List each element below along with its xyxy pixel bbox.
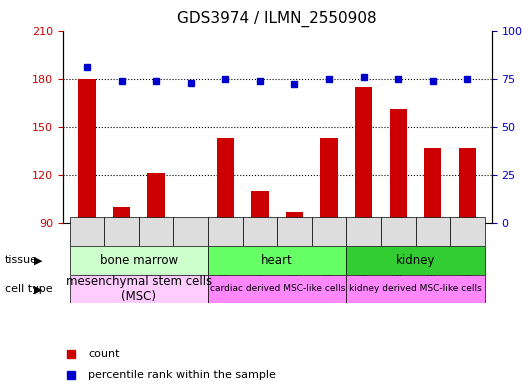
Text: percentile rank within the sample: percentile rank within the sample (88, 370, 276, 380)
Bar (251, 191, 268, 367)
FancyBboxPatch shape (104, 217, 139, 246)
FancyBboxPatch shape (346, 217, 381, 246)
FancyBboxPatch shape (70, 217, 104, 246)
Bar (147, 173, 165, 367)
Bar (78, 79, 96, 367)
FancyBboxPatch shape (208, 246, 346, 275)
Text: bone marrow: bone marrow (100, 254, 178, 266)
FancyBboxPatch shape (70, 275, 208, 303)
FancyBboxPatch shape (312, 217, 346, 246)
FancyBboxPatch shape (174, 217, 208, 246)
FancyBboxPatch shape (208, 275, 346, 303)
Text: cell type: cell type (5, 284, 53, 294)
FancyBboxPatch shape (208, 217, 243, 246)
Text: kidney: kidney (396, 254, 435, 266)
FancyBboxPatch shape (139, 217, 174, 246)
Text: mesenchymal stem cells
(MSC): mesenchymal stem cells (MSC) (66, 275, 212, 303)
Bar (355, 87, 372, 367)
FancyBboxPatch shape (346, 275, 485, 303)
Bar (182, 218, 199, 367)
Text: ▶: ▶ (34, 255, 42, 265)
Text: ▶: ▶ (34, 284, 42, 294)
Bar (286, 212, 303, 367)
FancyBboxPatch shape (381, 217, 416, 246)
Text: count: count (88, 349, 120, 359)
FancyBboxPatch shape (450, 217, 485, 246)
Bar (424, 147, 441, 367)
Bar (217, 138, 234, 367)
Text: heart: heart (262, 254, 293, 266)
FancyBboxPatch shape (416, 217, 450, 246)
Text: cardiac derived MSC-like cells: cardiac derived MSC-like cells (210, 285, 345, 293)
Title: GDS3974 / ILMN_2550908: GDS3974 / ILMN_2550908 (177, 10, 377, 26)
FancyBboxPatch shape (277, 217, 312, 246)
FancyBboxPatch shape (346, 246, 485, 275)
Bar (321, 138, 338, 367)
Bar (459, 147, 476, 367)
Text: tissue: tissue (5, 255, 38, 265)
FancyBboxPatch shape (70, 246, 208, 275)
Bar (390, 109, 407, 367)
FancyBboxPatch shape (243, 217, 277, 246)
Text: kidney derived MSC-like cells: kidney derived MSC-like cells (349, 285, 482, 293)
Bar (113, 207, 130, 367)
